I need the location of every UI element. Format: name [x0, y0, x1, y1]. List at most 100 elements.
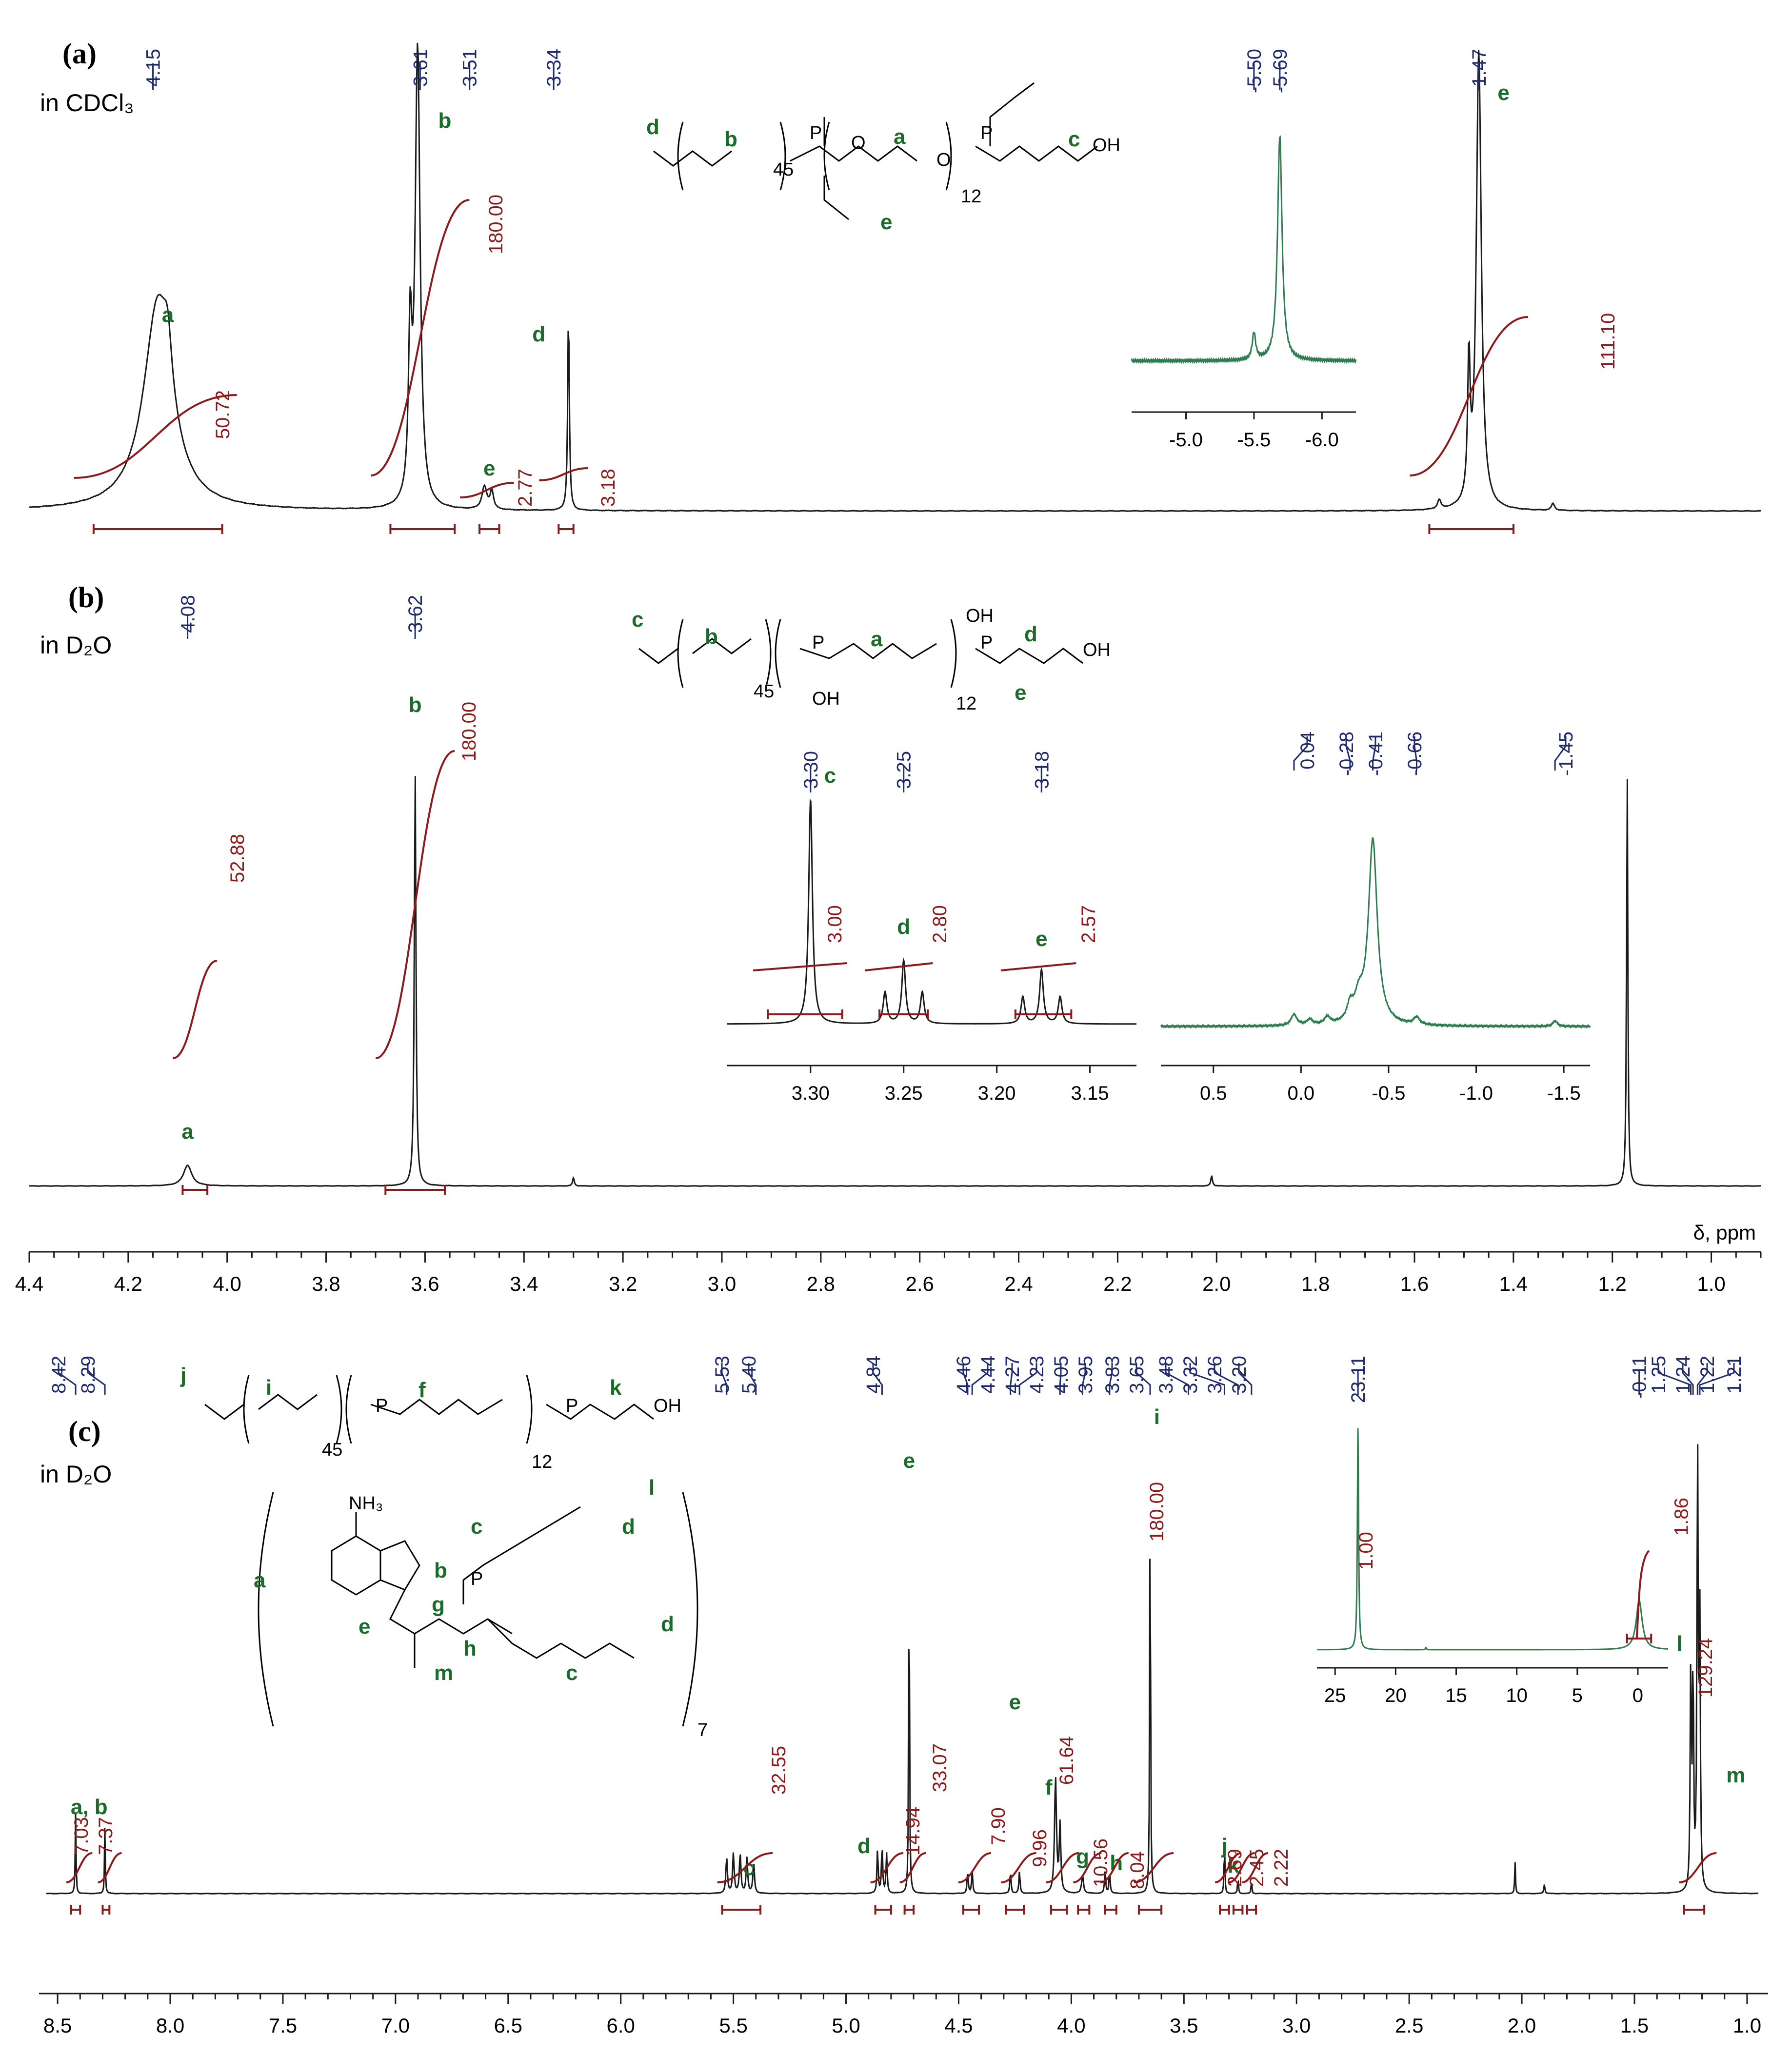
shared-axis-tick-label-17: 1.0 — [1697, 1272, 1725, 1295]
structure-c-chain-3 — [370, 1399, 503, 1415]
integral-curve-c-6 — [1001, 1852, 1036, 1883]
panel-label-c: (c) — [68, 1415, 101, 1447]
inset-b-2-peak-leader-2 — [1372, 736, 1376, 771]
integral-curve-c-13 — [1242, 1852, 1269, 1883]
structure-b-label-8: OH — [966, 606, 994, 626]
integral-bracket-b-1 — [384, 1185, 446, 1195]
structure-c-label-15: e — [358, 1615, 370, 1639]
shared-axis-tick-label-4: 3.6 — [411, 1272, 439, 1295]
peak-leader-c-8 — [1018, 1363, 1037, 1395]
integral-bracket-c-9 — [1104, 1905, 1117, 1915]
structure-c-label-0: j — [180, 1363, 186, 1387]
peak-label-c-15: 3.26 — [1204, 1356, 1226, 1394]
peak-leader-c-0 — [58, 1363, 77, 1395]
bottom-axis-tick-label-13: 2.0 — [1508, 2014, 1536, 2037]
peak-leader-c-7 — [1010, 1363, 1013, 1395]
structure-c-label-10: c — [471, 1515, 482, 1539]
panel-label-a: (a) — [62, 38, 97, 70]
structure-b-chain-4 — [975, 648, 1083, 664]
integral-bracket-a-2 — [478, 524, 500, 534]
structure-a-label-10: O — [851, 133, 866, 153]
inset-a-tick-label-2: -6.0 — [1305, 429, 1339, 451]
assignment-c-4: e — [1009, 1690, 1021, 1714]
spectrum-a — [29, 42, 1761, 513]
peak-leader-c-18 — [1682, 1363, 1694, 1395]
structure-a-label-2: 45 — [773, 159, 794, 180]
shared-axis-tick-label-8: 2.8 — [807, 1272, 835, 1295]
peak-label-c-12: 3.65 — [1126, 1356, 1148, 1394]
structure-c-bracket-1 — [243, 1375, 250, 1444]
structure-a-label-6: OH — [1093, 135, 1120, 156]
integral-curve-c-11 — [1215, 1852, 1242, 1883]
structure-a-bracket-3 — [823, 121, 830, 191]
structure-a-label-11: O — [936, 150, 951, 170]
structure-c-label-18: c — [566, 1661, 577, 1685]
integral-value-c-5: 7.90 — [988, 1807, 1009, 1845]
assignment-a-e-4: e — [1497, 81, 1509, 105]
shared-x-axis: 4.4 4.2 4.0 3.8 3.6 3.4 3.2 3.0 2.8 2.6 2.4 2.2 2.0 1… — [15, 1221, 1762, 1295]
structure-c-label-11: d — [622, 1515, 635, 1539]
shared-axis-tick-label-0: 4.4 — [15, 1272, 43, 1295]
peak-label-c-8: 4.23 — [1026, 1356, 1048, 1394]
inset-b-1-integral-2: 2.57 — [1078, 905, 1099, 943]
structure-b-label-0: c — [632, 608, 643, 632]
peak-label-c-6: 4.44 — [977, 1356, 999, 1394]
solvent-label-b: in D₂O — [40, 632, 112, 659]
peak-label-c-18: 1.24 — [1673, 1356, 1694, 1394]
peak-leader-c-9 — [1059, 1363, 1062, 1395]
assignment-c-6: g — [1076, 1845, 1089, 1869]
assignment-a-e-2: e — [483, 456, 495, 480]
structure-c-label-16: m — [434, 1661, 453, 1685]
spectrum-b — [29, 776, 1761, 1187]
integral-value-c-4: 33.07 — [929, 1743, 951, 1792]
integral-bracket-b-0 — [181, 1185, 209, 1195]
inset-c-tick-label-5: 0 — [1633, 1685, 1643, 1706]
structure-c-label-7: NH₃ — [349, 1493, 383, 1514]
integral-bracket-c-14 — [1683, 1905, 1706, 1915]
integral-curve-a-0 — [74, 394, 237, 479]
structure-b-label-9: OH — [812, 689, 840, 709]
structure-b-label-10: P — [812, 632, 824, 653]
inset-b-1-assign-d: d — [897, 915, 910, 939]
assignment-c-11: l — [1676, 1632, 1682, 1656]
integral-value-c-3: 14.94 — [902, 1807, 924, 1856]
structure-a-chain-3 — [975, 145, 1098, 162]
integral-bracket-a-1 — [389, 524, 456, 534]
bottom-axis-tick-label-9: 4.0 — [1057, 2014, 1085, 2037]
structure-c-label-2: 45 — [322, 1440, 342, 1460]
peak-label-c-0: 8.42 — [48, 1356, 70, 1394]
integral-value-a-1: 180.00 — [485, 195, 507, 254]
structure-a-label-0: d — [646, 115, 659, 139]
inset-b-1-assign-e: e — [1035, 927, 1047, 951]
structure-c-label-6: OH — [654, 1396, 681, 1416]
integral-curve-b-0 — [172, 960, 218, 1059]
shared-axis-tick-label-16: 1.2 — [1598, 1272, 1627, 1295]
integral-value-b-0: 52.88 — [227, 834, 248, 883]
structure-c-label-4: 12 — [532, 1452, 552, 1472]
structure-b-chain-3 — [799, 643, 937, 659]
structure-a-bracket-4 — [945, 121, 952, 191]
inset-b-2-tick-label-0: 0.5 — [1200, 1083, 1227, 1104]
bottom-axis-tick-label-11: 3.0 — [1282, 2014, 1311, 2037]
structure-b-bracket-1 — [677, 619, 684, 688]
inset-b-1-assign-c: c — [824, 764, 836, 788]
integral-value-c-0: 7.03 — [71, 1817, 92, 1855]
structure-b-label-7: OH — [1083, 640, 1111, 660]
structure-c-label-17: 7 — [697, 1720, 708, 1740]
structure-a-label-1: b — [724, 127, 737, 151]
peak-leader-c-12 — [1135, 1363, 1151, 1395]
chemical-structure-b: c b 45 a 12 d e OH OH OH P P — [632, 606, 1111, 714]
integral-bracket-c-13 — [1246, 1905, 1257, 1915]
structure-b-bracket-2 — [765, 619, 772, 688]
solvent-label-c: in D₂O — [40, 1461, 112, 1488]
structure-a-label-3: a — [894, 125, 906, 149]
assignment-c-0: a, b — [71, 1795, 108, 1819]
solvent-label-a: in CDCl₃ — [40, 89, 134, 117]
inset-b-2-peak-leader-4 — [1554, 736, 1567, 771]
integral-curve-b-1 — [375, 750, 455, 1059]
inset-b-2-tick-label-4: -1.5 — [1547, 1083, 1581, 1104]
structure-c-label-3: f — [418, 1378, 426, 1402]
structure-c-upper-ester — [462, 1506, 581, 1604]
structure-b-label-2: 45 — [754, 681, 774, 702]
